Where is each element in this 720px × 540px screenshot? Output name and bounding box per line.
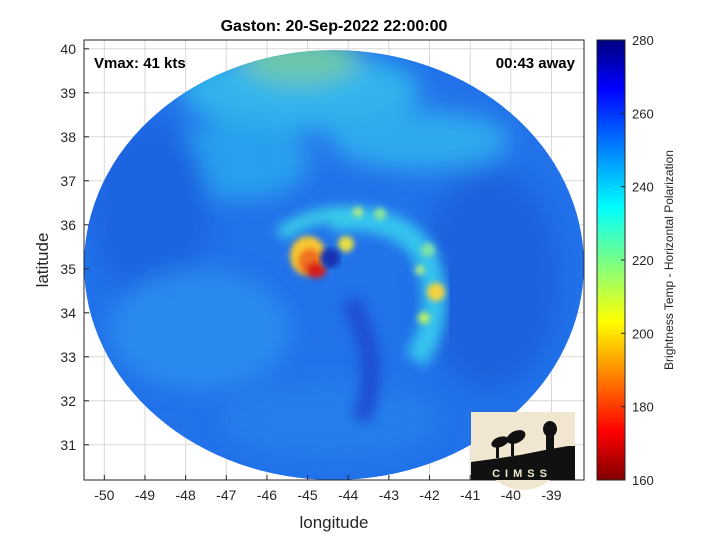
y-tick-label: 32: [60, 393, 76, 409]
x-tick-label: -50: [94, 487, 114, 503]
y-tick-label: 34: [60, 305, 76, 321]
y-tick-label: 37: [60, 173, 76, 189]
x-tick-label: -43: [379, 487, 399, 503]
x-tick-label: -41: [460, 487, 480, 503]
x-tick-label: -45: [297, 487, 317, 503]
x-axis-label: longitude: [299, 513, 368, 532]
colorbar-label: Brightness Temp - Horizontal Polarizatio…: [662, 150, 676, 370]
colorbar: [596, 39, 626, 481]
chart-title: Gaston: 20-Sep-2022 22:00:00: [221, 18, 448, 35]
x-tick-label: -46: [257, 487, 277, 503]
x-tick-label: -48: [176, 487, 196, 503]
x-axis-ticks: -50 -49 -48 -47 -46 -45 -44 -43 -42 -41 -40 -39: [94, 475, 562, 503]
x-tick-label: -44: [338, 487, 358, 503]
colorbar-tick-label: 180: [632, 400, 654, 415]
logo-text: CIMSS: [492, 468, 552, 480]
colorbar-ticks: 160 180 200 220 240 260 280: [621, 33, 654, 488]
y-tick-label: 31: [60, 437, 76, 453]
axes-frame: [83, 39, 585, 481]
colorbar-tick-label: 220: [632, 253, 654, 268]
y-tick-label: 40: [60, 41, 76, 57]
vmax-label: Vmax: 41 kts: [94, 55, 186, 72]
x-tick-label: -47: [216, 487, 236, 503]
away-label: 00:43 away: [496, 55, 576, 72]
colorbar-tick-label: 260: [632, 106, 654, 121]
colorbar-tick-label: 240: [632, 180, 654, 195]
x-tick-label: -49: [135, 487, 155, 503]
y-tick-label: 33: [60, 349, 76, 365]
y-tick-label: 35: [60, 261, 76, 277]
y-axis-label: latitude: [33, 233, 52, 288]
brightness-temp-swath: [84, 50, 584, 480]
y-axis-ticks: 31 32 33 34 35 36 37 38 39 40: [60, 41, 89, 453]
colorbar-tick-label: 160: [632, 473, 654, 488]
cimss-logo: CIMSS: [471, 412, 575, 490]
colorbar-tick-label: 280: [632, 33, 654, 48]
y-tick-label: 36: [60, 217, 76, 233]
x-tick-label: -40: [501, 487, 521, 503]
x-tick-label: -42: [419, 487, 439, 503]
y-tick-label: 38: [60, 129, 76, 145]
y-tick-label: 39: [60, 85, 76, 101]
x-tick-label: -39: [541, 487, 561, 503]
colorbar-tick-label: 200: [632, 326, 654, 341]
